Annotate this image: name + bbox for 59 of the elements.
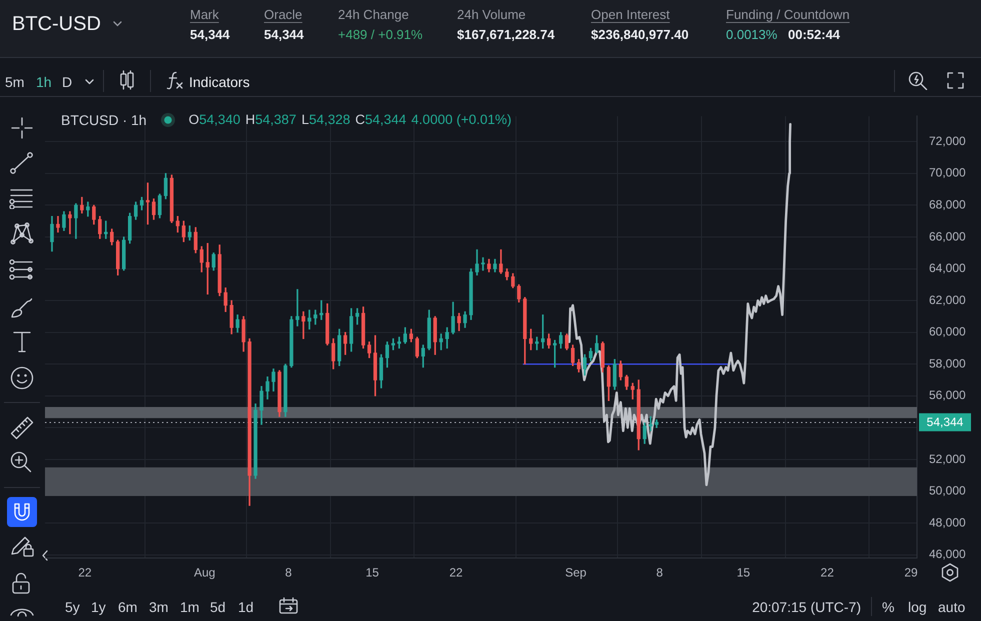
x-tick-label: Sep bbox=[565, 566, 587, 580]
x-tick-label: 29 bbox=[904, 566, 918, 580]
annotation: O54,340 bbox=[188, 111, 240, 129]
x-tick-label: 22 bbox=[449, 566, 464, 580]
text: 20:07:15 (UTC-7) bbox=[752, 598, 861, 616]
text: 54,344 bbox=[264, 26, 304, 44]
text: 1h bbox=[36, 73, 52, 91]
annotation: 4.0000 (+0.01%) bbox=[411, 111, 512, 129]
annotation: L54,328 bbox=[301, 111, 350, 129]
y-tick-label: 72,000 bbox=[929, 134, 966, 148]
y-tick-label: 52,000 bbox=[929, 452, 966, 466]
y-tick-label: 46,000 bbox=[929, 547, 966, 562]
text: +489 / +0.91% bbox=[338, 26, 423, 44]
y-tick-label: 62,000 bbox=[929, 292, 966, 307]
y-tick-label: 70,000 bbox=[929, 166, 966, 180]
x-tick-label: Aug bbox=[194, 566, 216, 580]
text: 54,344 bbox=[190, 26, 230, 44]
text: auto bbox=[938, 598, 966, 616]
text: % bbox=[882, 598, 894, 616]
annotation: H54,387 bbox=[245, 111, 296, 129]
y-tick-label: 64,000 bbox=[929, 261, 966, 276]
x-tick-label: 15 bbox=[366, 566, 380, 580]
text: Mark bbox=[190, 6, 219, 24]
annotation: C54,344 bbox=[355, 111, 406, 129]
y-tick-label: 48,000 bbox=[929, 515, 966, 530]
text: Funding / Countdown bbox=[726, 6, 850, 24]
text: D bbox=[62, 73, 72, 91]
text: 00:52:44 bbox=[788, 26, 840, 44]
text: $236,840,977.40 bbox=[591, 26, 689, 44]
y-tick-label: 60,000 bbox=[929, 324, 966, 339]
text: 5d bbox=[210, 598, 226, 616]
text: Open Interest bbox=[591, 6, 670, 24]
x-tick-label: 22 bbox=[78, 566, 92, 580]
text: Oracle bbox=[264, 6, 302, 24]
y-tick-label: 58,000 bbox=[929, 356, 966, 370]
text: 1y bbox=[91, 598, 106, 616]
x-tick-label: 22 bbox=[820, 566, 834, 580]
text: 1m bbox=[180, 598, 200, 616]
y-tick-label: 68,000 bbox=[929, 198, 966, 212]
y-tick-label: 66,000 bbox=[929, 229, 966, 244]
text: 3m bbox=[149, 598, 168, 616]
text: 24h Volume bbox=[457, 6, 526, 24]
text: 6m bbox=[118, 598, 138, 616]
x-tick-label: 8 bbox=[285, 566, 292, 580]
text: 5y bbox=[65, 598, 80, 616]
x-tick-label: 8 bbox=[656, 566, 664, 580]
text: Indicators bbox=[189, 73, 250, 91]
chart-title: BTC-USD bbox=[12, 12, 101, 36]
y-tick-label: 56,000 bbox=[929, 388, 966, 402]
text: 0.0013% bbox=[726, 26, 778, 44]
ref-line-label: 54,344 bbox=[926, 415, 964, 430]
y-tick-label: 50,000 bbox=[929, 484, 966, 498]
text: log bbox=[908, 598, 927, 616]
text: 24h Change bbox=[338, 6, 409, 24]
chart-subtitle: BTCUSD · 1h bbox=[61, 111, 147, 129]
text: 1d bbox=[238, 598, 254, 616]
text: $167,671,228.74 bbox=[457, 26, 555, 44]
x-tick-label: 15 bbox=[736, 566, 750, 580]
text: 5m bbox=[5, 73, 24, 91]
